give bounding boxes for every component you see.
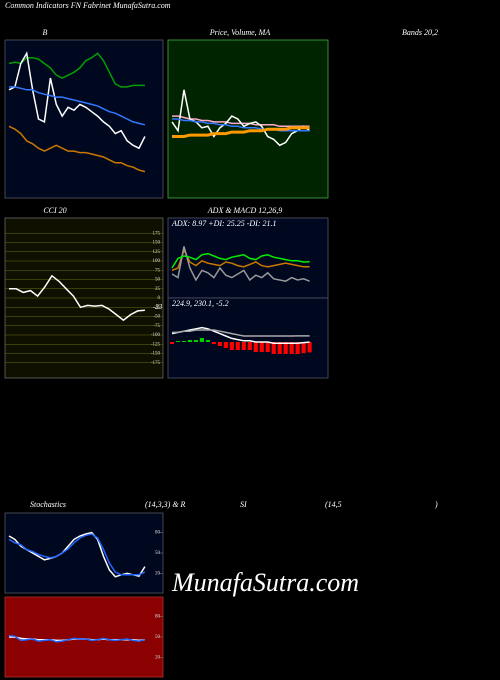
histogram-bar: [223, 342, 228, 348]
y-tick-label: -100: [151, 333, 161, 338]
y-tick-label: 150: [153, 241, 161, 246]
panel: [4, 512, 164, 594]
histogram-bar: [217, 342, 222, 346]
y-tick-label: 100: [153, 259, 161, 264]
y-tick-label: -150: [151, 352, 161, 357]
header: Common Indicators FN Fabrinet MunafaSutr…: [5, 1, 171, 10]
histogram-bar: [181, 341, 187, 342]
y-tick-label: 0: [158, 296, 161, 301]
y-tick-label: 25: [155, 287, 161, 292]
histogram-bar: [235, 342, 240, 350]
histogram-bar: [211, 342, 216, 344]
y-tick-label: 75: [155, 268, 161, 273]
series-line: [8, 533, 146, 576]
series-line: [171, 246, 310, 282]
panel-title: ): [434, 500, 438, 509]
histogram-bar: [187, 340, 193, 342]
series-line: [172, 118, 310, 132]
series-line: [171, 248, 310, 272]
series-line: [8, 52, 145, 88]
histogram-bar: [277, 342, 282, 354]
histogram-bar: [247, 342, 252, 350]
y-tick-label: 50: [155, 278, 161, 283]
histogram-bar: [253, 342, 258, 352]
histogram-bar: [241, 342, 246, 350]
y-tick-label: -75: [153, 324, 160, 329]
histogram-bar: [301, 342, 306, 354]
histogram-bar: [295, 342, 300, 354]
series-line: [172, 126, 310, 138]
series-line: [9, 86, 146, 126]
y-tick-label: 20: [155, 656, 161, 661]
watermark: MunafaSutra.com: [171, 568, 359, 597]
histogram-bar: [205, 340, 210, 342]
histogram-bar: [229, 342, 234, 350]
series-line: [8, 634, 146, 643]
panel-title: SI: [240, 500, 247, 509]
panel: [167, 297, 329, 379]
y-tick-label: -25: [153, 305, 160, 310]
panel-subtitle: ADX: 8.97 +DI: 25.25 -DI: 21.1: [171, 219, 277, 228]
histogram-bar: [289, 342, 294, 354]
y-tick-label: -50: [153, 315, 160, 320]
panel: [4, 39, 164, 199]
panel-title: (14,5: [325, 500, 342, 509]
y-tick-label: 80: [155, 615, 161, 620]
y-tick-label: 125: [153, 250, 161, 255]
histogram-bar: [259, 342, 264, 352]
series-line: [172, 329, 310, 337]
panel: [4, 596, 164, 678]
series-line: [8, 125, 146, 173]
histogram-bar: [175, 341, 181, 342]
y-tick-label: -125: [151, 342, 161, 347]
panel-title-right: Bands 20,2: [402, 28, 438, 37]
histogram-bar: [265, 342, 270, 352]
panel-title: CCI 20: [43, 206, 66, 215]
panel-title: (14,3,3) & R: [145, 500, 186, 509]
histogram-bar: [271, 342, 276, 354]
series-line: [8, 51, 146, 150]
y-tick-label: 50: [155, 635, 161, 640]
y-tick-label: 175: [153, 231, 161, 236]
histogram-bar: [193, 340, 199, 342]
series-line: [9, 274, 145, 322]
panel-title: Stochastics: [30, 500, 66, 509]
y-tick-label: 80: [155, 531, 161, 536]
histogram-bar: [169, 342, 175, 344]
panel-title: Price, Volume, MA: [209, 28, 271, 37]
panel-title: B: [43, 28, 48, 37]
series-line: [171, 326, 310, 344]
y-tick-label: 50: [155, 551, 161, 556]
y-tick-label: 20: [155, 572, 161, 577]
histogram-bar: [307, 342, 312, 353]
histogram-bar: [283, 342, 288, 354]
value-label: -33: [153, 303, 163, 311]
panel-title: ADX & MACD 12,26,9: [207, 206, 282, 215]
panel-subtitle: 224.9, 230.1, -5.2: [172, 299, 229, 308]
histogram-bar: [199, 338, 205, 342]
series-line: [171, 252, 310, 269]
y-tick-label: -175: [151, 361, 161, 366]
